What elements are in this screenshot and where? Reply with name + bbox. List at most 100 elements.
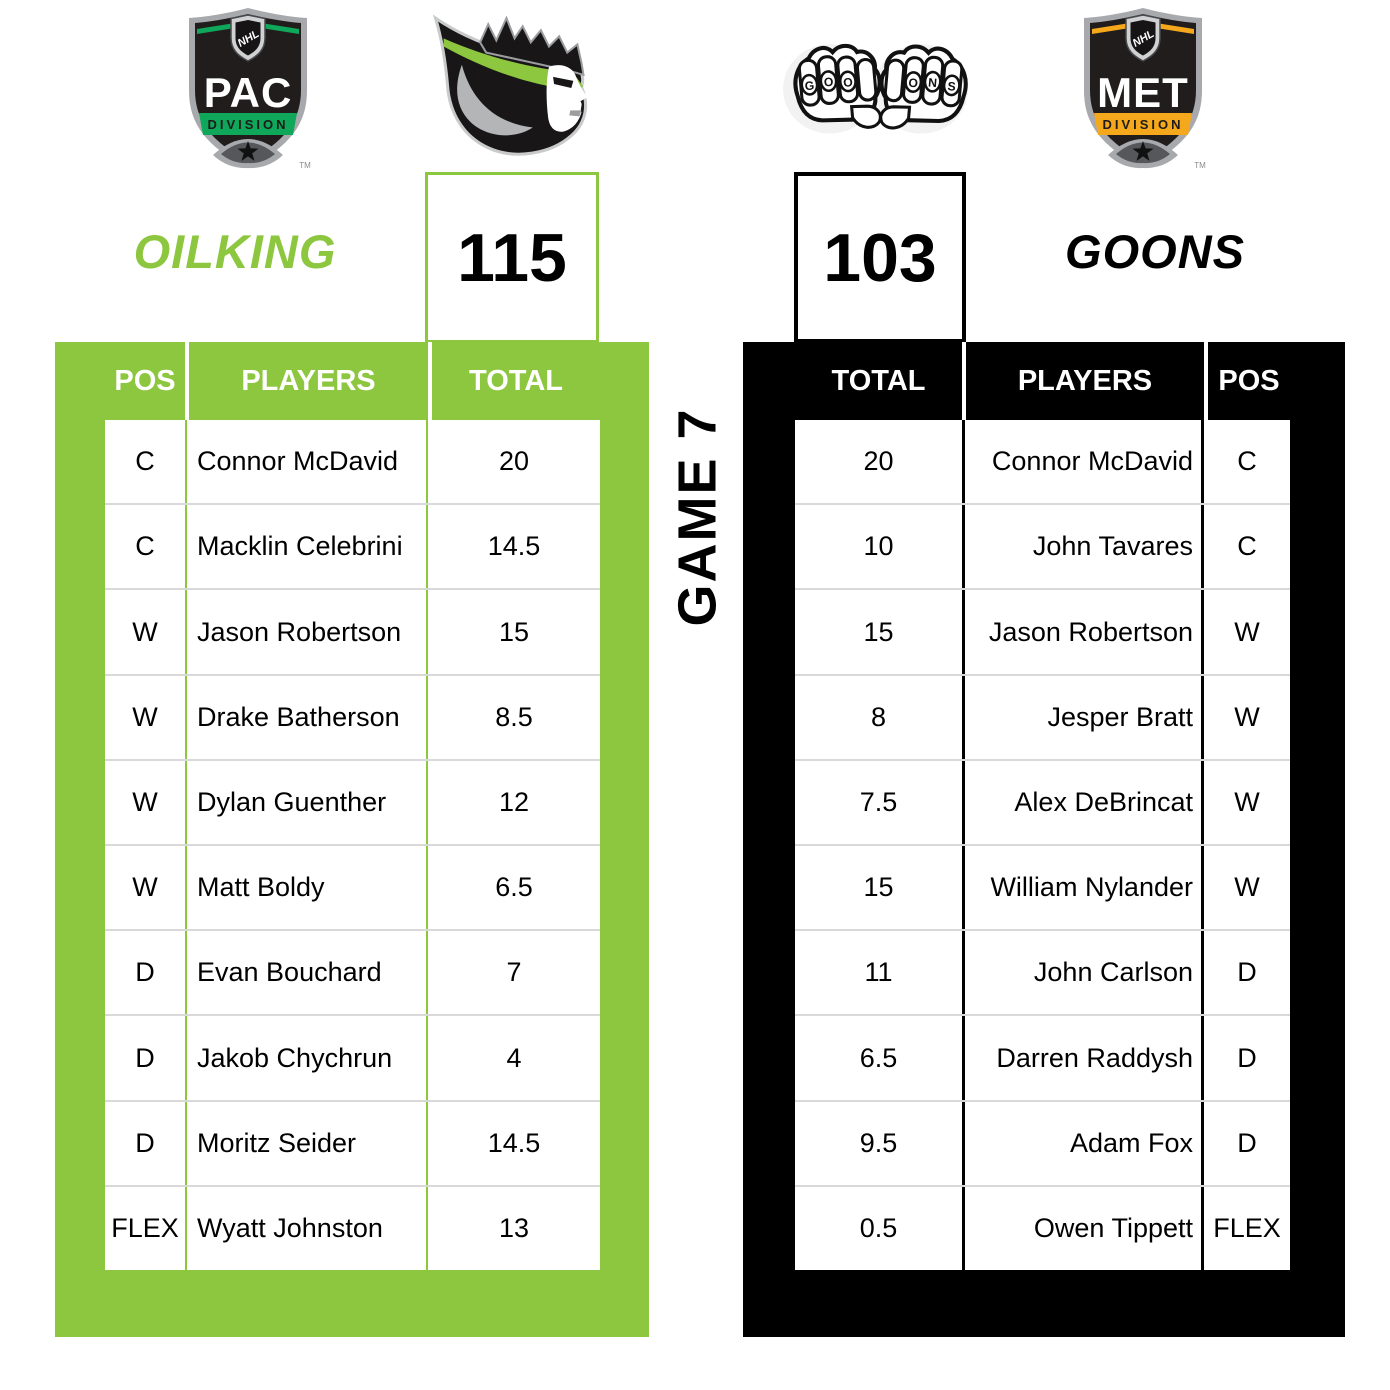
oilking-team-logo-icon xyxy=(432,14,588,156)
right-cell-total: 15 xyxy=(863,616,894,647)
right-fist-icon: O N S xyxy=(879,44,968,130)
right-cell-total: 20 xyxy=(863,446,894,477)
right-cell-total: 9.5 xyxy=(859,1127,898,1158)
left-header-total: TOTAL xyxy=(428,342,600,420)
left-cell-pos: W xyxy=(132,616,158,647)
pac-division-text: DIVISION xyxy=(207,117,288,132)
left-cell-pos: C xyxy=(135,531,155,562)
right-cell-total: 15 xyxy=(863,872,894,903)
left-cell-name: Drake Batherson xyxy=(185,675,428,759)
knuckle-letter: N xyxy=(928,75,938,90)
right-cell-total: 8 xyxy=(870,701,887,732)
met-division-logo-icon: NHL MET DIVISION TM xyxy=(1084,8,1206,170)
left-roster-row: W Matt Boldy 6.5 xyxy=(105,846,600,932)
met-text: MET xyxy=(1097,69,1189,116)
right-roster-row: 9.5 Adam Fox D xyxy=(795,1101,1290,1187)
left-roster-table: POS PLAYERS TOTAL C Connor McDavid 20 C Mack… xyxy=(55,342,649,1337)
nhl-mini-shield-icon: NHL xyxy=(1125,14,1161,62)
left-cell-pos: W xyxy=(132,786,158,817)
left-roster-row: D Jakob Chychrun 4 xyxy=(105,1016,600,1102)
knuckle-letter: O xyxy=(823,75,834,90)
right-cell-total: 6.5 xyxy=(859,1042,898,1073)
right-header-players: PLAYERS xyxy=(962,342,1204,420)
right-header-pos: POS xyxy=(1204,342,1290,420)
left-roster-row: D Evan Bouchard 7 xyxy=(105,931,600,1017)
left-cell-pos: D xyxy=(135,1127,155,1158)
pac-text: PAC xyxy=(204,69,293,116)
right-cell-pos: W xyxy=(1234,872,1260,903)
left-cell-name: Connor McDavid xyxy=(185,420,428,504)
right-cell-pos: C xyxy=(1237,531,1257,562)
right-roster-row: 0.5 Owen Tippett FLEX xyxy=(795,1186,1290,1271)
left-header-players: PLAYERS xyxy=(185,342,428,420)
right-roster-row: 15 William Nylander W xyxy=(795,846,1290,932)
tm-text: TM xyxy=(299,161,311,170)
right-cell-pos: C xyxy=(1237,446,1257,477)
right-cell-pos: W xyxy=(1234,616,1260,647)
knuckle-letter: O xyxy=(843,75,854,90)
right-team-score: 103 xyxy=(794,172,966,343)
left-table-body: C Connor McDavid 20 C Macklin Celebrini 14.5 W… xyxy=(105,420,600,1271)
left-header-pos: POS xyxy=(114,364,176,397)
left-cell-total: 4 xyxy=(506,1042,522,1073)
left-cell-pos: D xyxy=(135,957,155,988)
right-cell-total: 0.5 xyxy=(859,1212,898,1243)
left-cell-name: Jakob Chychrun xyxy=(185,1016,428,1100)
right-roster-row: 7.5 Alex DeBrincat W xyxy=(795,760,1290,847)
left-roster-row: W Drake Batherson 8.5 xyxy=(105,675,600,761)
nhl-mini-shield-icon: NHL xyxy=(230,14,266,62)
right-cell-pos: D xyxy=(1237,1127,1257,1158)
left-cell-name: Matt Boldy xyxy=(185,846,428,930)
right-roster-row: 10 John Tavares C xyxy=(795,505,1290,591)
right-cell-pos: D xyxy=(1237,1042,1257,1073)
right-cell-name: Alex DeBrincat xyxy=(962,760,1204,845)
left-roster-row: C Connor McDavid 20 xyxy=(105,420,600,506)
left-cell-total: 12 xyxy=(498,786,530,817)
goons-fists-logo-icon: G O O O N S xyxy=(783,43,968,134)
left-team-score: 115 xyxy=(425,172,599,343)
right-cell-name: Jesper Bratt xyxy=(962,675,1204,759)
left-cell-pos: D xyxy=(135,1042,155,1073)
star-icon xyxy=(237,141,259,161)
knuckle-letter: G xyxy=(804,78,815,93)
left-roster-row: W Dylan Guenther 12 xyxy=(105,760,600,847)
right-roster-row: 11 John Carlson D xyxy=(795,931,1290,1017)
right-table-header: TOTAL PLAYERS POS xyxy=(795,342,1290,420)
left-table-header: POS PLAYERS TOTAL xyxy=(105,342,600,420)
left-cell-name: Wyatt Johnston xyxy=(185,1186,428,1271)
right-roster-row: 6.5 Darren Raddysh D xyxy=(795,1016,1290,1102)
game-number-label: GAME 7 xyxy=(668,407,729,627)
right-cell-pos: FLEX xyxy=(1213,1212,1281,1243)
right-cell-pos: W xyxy=(1234,701,1260,732)
right-cell-name: Connor McDavid xyxy=(962,420,1204,504)
left-cell-total: 13 xyxy=(498,1212,530,1243)
right-cell-pos: W xyxy=(1234,786,1260,817)
left-cell-pos: W xyxy=(132,872,158,903)
met-division-text: DIVISION xyxy=(1102,117,1183,132)
knuckle-letter: O xyxy=(908,76,919,91)
left-cell-total: 8.5 xyxy=(495,701,533,732)
left-cell-name: Jason Robertson xyxy=(185,590,428,674)
left-cell-pos: W xyxy=(132,701,158,732)
right-cell-name: William Nylander xyxy=(962,846,1204,930)
left-cell-total: 20 xyxy=(498,446,530,477)
left-roster-row: D Moritz Seider 14.5 xyxy=(105,1101,600,1187)
right-roster-table: TOTAL PLAYERS POS 20 Connor McDavid C 10 Joh… xyxy=(743,342,1345,1337)
left-cell-total: 7 xyxy=(506,957,522,988)
left-roster-row: C Macklin Celebrini 14.5 xyxy=(105,505,600,591)
right-table-body: 20 Connor McDavid C 10 John Tavares C 15 Jason … xyxy=(795,420,1290,1271)
right-cell-name: Owen Tippett xyxy=(962,1186,1204,1271)
right-team-name: GOONS xyxy=(1065,225,1245,278)
left-roster-row: FLEX Wyatt Johnston 13 xyxy=(105,1186,600,1271)
left-cell-name: Dylan Guenther xyxy=(185,760,428,845)
right-roster-row: 15 Jason Robertson W xyxy=(795,590,1290,676)
tm-text: TM xyxy=(1194,161,1206,170)
left-cell-total: 15 xyxy=(498,616,530,647)
knuckle-letter: S xyxy=(947,79,956,94)
right-cell-name: Darren Raddysh xyxy=(962,1016,1204,1100)
left-cell-name: Evan Bouchard xyxy=(185,931,428,1015)
left-cell-name: Moritz Seider xyxy=(185,1101,428,1185)
pac-division-logo-icon: NHL PAC DIVISION TM xyxy=(189,8,311,170)
left-roster-row: W Jason Robertson 15 xyxy=(105,590,600,676)
